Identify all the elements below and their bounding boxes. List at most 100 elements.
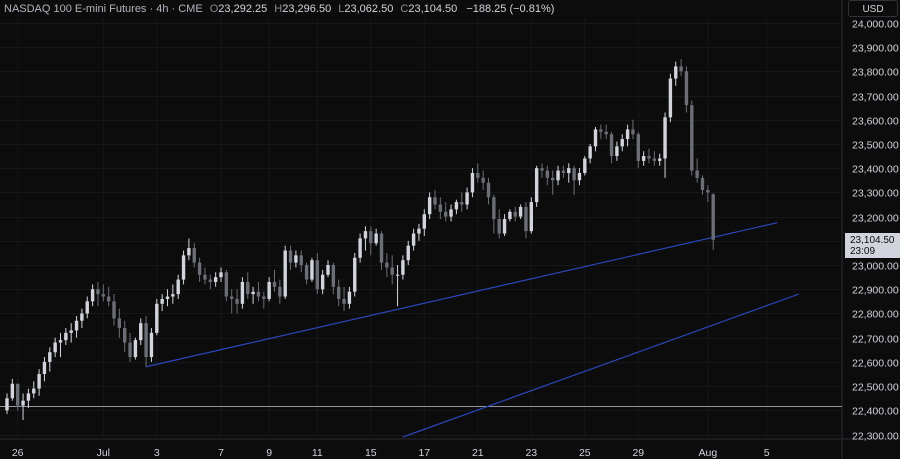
candle-body (406, 245, 410, 261)
candle (465, 187, 469, 210)
price-tick-label: 22,500.00 (852, 382, 899, 394)
candle-body (304, 265, 309, 280)
candle (540, 163, 544, 178)
candle-body (641, 156, 646, 161)
candle-body (390, 267, 394, 275)
candle-body (604, 131, 608, 135)
candles (5, 59, 715, 421)
candle (96, 281, 100, 307)
chart-grid (0, 18, 842, 437)
candle (609, 131, 614, 164)
trendlines[interactable] (145, 222, 800, 438)
candle-body (262, 296, 266, 299)
price-tick-label: 23,500.00 (852, 140, 899, 152)
candle-body (513, 211, 517, 217)
low-value: 23,062.50 (344, 3, 394, 15)
candle-body (663, 117, 667, 159)
candle-body (556, 170, 560, 181)
price-tick-label: 23,200.00 (852, 213, 899, 225)
candle (299, 250, 303, 273)
candle (470, 168, 475, 198)
high-label: H (274, 3, 283, 15)
candle-body (534, 168, 539, 203)
candle-body (492, 197, 496, 220)
candle-body (342, 298, 346, 304)
trendline[interactable] (145, 222, 778, 368)
symbol-title[interactable]: NASDAQ 100 E-mini Futures · 4h · CME (4, 3, 203, 15)
candle (684, 66, 689, 113)
candle-body (74, 320, 79, 331)
time-axis[interactable]: 26 Jul 3 7 9 11 15 17 21 23 25 29 Aug 5 (12, 447, 770, 459)
candle (636, 131, 640, 169)
candle (112, 294, 116, 326)
candle-body (674, 66, 678, 79)
currency-button[interactable]: USD (848, 0, 898, 17)
candle-body (337, 286, 341, 299)
candle (326, 260, 330, 278)
candle-body (497, 219, 501, 234)
candle (139, 318, 143, 345)
candle (288, 245, 293, 270)
candle (203, 267, 207, 285)
candle-body (26, 393, 31, 401)
candle-body (176, 279, 180, 295)
candle-body (32, 388, 36, 394)
change-value: −188.25 (−0.81%) (466, 3, 555, 15)
candle (433, 189, 437, 210)
candle (37, 369, 41, 396)
candle (48, 347, 52, 372)
candle (90, 284, 95, 307)
candle-body (465, 192, 469, 205)
candle (235, 289, 239, 314)
candle (374, 228, 378, 246)
candle (700, 175, 705, 195)
close-label: C (400, 3, 409, 15)
candle (577, 168, 582, 186)
last-price-tag: 23,104.50 23:09 (845, 233, 900, 258)
candle-body (593, 129, 598, 147)
candle-body (567, 168, 571, 174)
candle (508, 209, 512, 222)
candle (5, 393, 9, 414)
candle (85, 296, 89, 319)
candle (679, 59, 683, 77)
time-tick-label: 5 (764, 447, 770, 459)
price-tick-label: 23,000.00 (852, 261, 899, 273)
candle (315, 252, 319, 295)
candle-body (42, 361, 47, 375)
trendline[interactable] (402, 293, 800, 438)
time-tick-label: 26 (12, 447, 24, 459)
candle-body (583, 158, 587, 174)
candle-body (246, 281, 250, 295)
candle-body (711, 194, 715, 240)
candle-body (230, 296, 234, 299)
candle-body (310, 260, 314, 280)
candle (454, 199, 459, 215)
candle-body (545, 170, 550, 178)
candle-body (695, 170, 699, 178)
candle (449, 204, 453, 222)
candle-body (599, 129, 603, 132)
candle-body (224, 272, 229, 297)
candle-body (540, 168, 544, 171)
price-axis[interactable]: 22,300.00 22,400.00 22,500.00 22,600.00 22,7… (852, 19, 899, 443)
candle (561, 165, 566, 178)
candle (567, 163, 571, 183)
candle (460, 192, 464, 212)
candle (395, 265, 400, 307)
candle-body (326, 265, 330, 275)
candle-body (240, 281, 245, 304)
candle (658, 153, 662, 166)
candle-body (149, 332, 154, 358)
candle (599, 124, 603, 140)
price-tick-label: 22,700.00 (852, 334, 899, 346)
candle-body (411, 233, 416, 246)
candle-body (615, 146, 619, 157)
price-tick-label: 22,400.00 (852, 406, 899, 418)
candle-body (427, 197, 432, 215)
candle (641, 151, 646, 166)
candle-body (679, 66, 683, 72)
open-label: O (209, 3, 219, 15)
candle-body (235, 298, 239, 304)
